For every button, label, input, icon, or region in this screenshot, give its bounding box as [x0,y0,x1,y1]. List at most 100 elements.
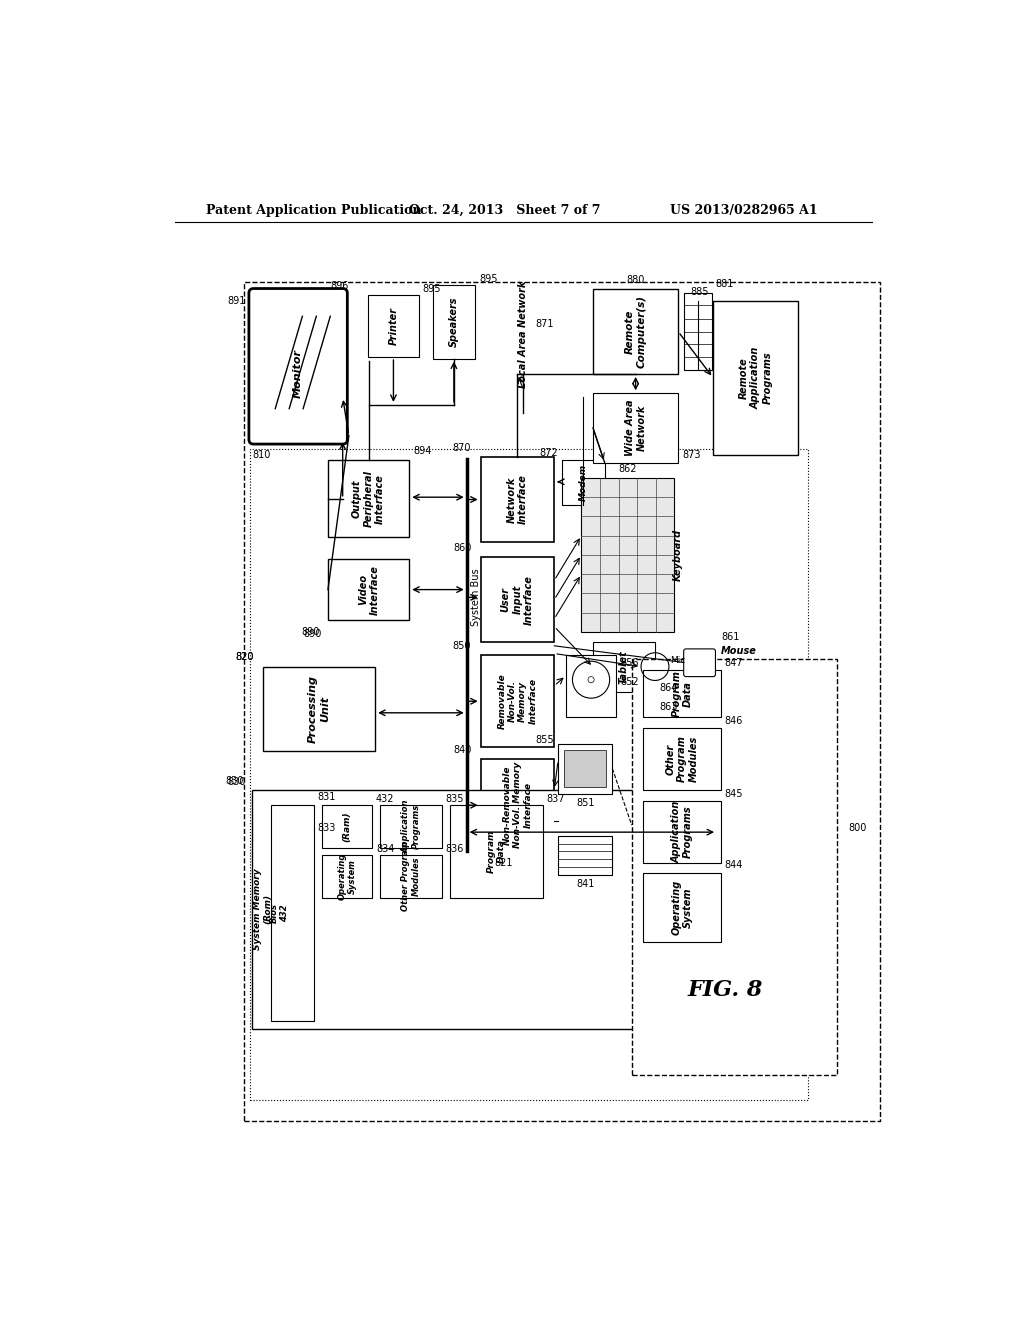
Text: FIG. 8: FIG. 8 [687,979,763,1001]
Bar [632,659,838,1074]
Bar [684,293,712,370]
Text: 840: 840 [453,744,471,755]
Bar [322,855,372,898]
Text: (Ram): (Ram) [342,810,351,842]
Bar [450,805,543,898]
Text: 852: 852 [621,677,639,686]
Text: 821: 821 [495,858,513,869]
Text: Operating
System: Operating System [337,853,356,900]
Text: Non-Removable
Non-Vol. Memory
Interface: Non-Removable Non-Vol. Memory Interface [503,762,532,849]
Text: 894: 894 [414,446,431,455]
Text: Program
Data: Program Data [672,671,693,717]
Text: 870: 870 [453,444,471,453]
Text: Application
Programs: Application Programs [672,801,693,863]
Text: Mic: Mic [671,656,686,665]
Text: 836: 836 [445,843,464,854]
Bar [480,557,554,642]
Bar [564,750,606,788]
Text: 895: 895 [423,284,441,294]
Text: Tablet: Tablet [618,651,629,684]
Text: US 2013/0282965 A1: US 2013/0282965 A1 [671,205,818,218]
Bar [245,281,880,1121]
Text: 891: 891 [227,296,246,306]
Text: 881: 881 [716,279,734,289]
Text: 896: 896 [331,281,349,292]
Bar [593,393,678,462]
Text: 873: 873 [682,450,700,459]
Bar [593,642,655,692]
Text: 846: 846 [725,715,743,726]
Text: Program
Data: Program Data [486,830,506,873]
Text: Modem: Modem [579,465,588,502]
Text: 851: 851 [575,797,595,808]
Text: 837: 837 [547,795,565,804]
Text: System Bus: System Bus [471,569,481,626]
Text: 850: 850 [453,640,471,651]
Text: Other
Program
Modules: Other Program Modules [666,735,698,783]
Text: Removable
Non-Vol.
Memory
Interface: Removable Non-Vol. Memory Interface [498,673,538,729]
Bar [328,461,410,537]
Text: 810: 810 [252,450,270,459]
Text: 871: 871 [535,319,553,329]
FancyBboxPatch shape [684,649,716,677]
Text: 855: 855 [536,735,554,744]
Bar [643,873,721,942]
Bar [322,805,372,847]
Text: Remote
Computer(s): Remote Computer(s) [625,296,646,368]
Bar [252,789,717,1028]
FancyBboxPatch shape [249,289,347,444]
Bar [263,667,375,751]
Bar [380,855,442,898]
Text: Local Area Network: Local Area Network [518,280,528,388]
Bar [328,558,410,620]
Bar [582,478,675,632]
Bar [643,671,721,717]
Bar [432,285,475,359]
Text: 800: 800 [849,824,867,833]
Bar [380,805,442,847]
Bar [558,836,612,875]
Text: 856: 856 [621,657,639,668]
Text: 880: 880 [627,275,645,285]
Text: Output
Peripheral
Interface: Output Peripheral Interface [352,470,385,527]
Text: System Memory
(Rom): System Memory (Rom) [253,869,272,950]
Text: Oct. 24, 2013   Sheet 7 of 7: Oct. 24, 2013 Sheet 7 of 7 [410,205,601,218]
Text: 820: 820 [236,652,254,663]
Text: 864: 864 [658,684,677,693]
Text: Monitor: Monitor [293,350,303,399]
Bar [480,759,554,851]
Text: Printer: Printer [388,308,398,346]
Text: 872: 872 [540,447,558,458]
Text: 841: 841 [577,879,595,888]
Bar [480,655,554,747]
Text: Wide Area
Network: Wide Area Network [625,400,646,457]
Bar [593,289,678,374]
Text: Processing
Unit: Processing Unit [308,675,330,743]
Text: 820: 820 [236,652,254,663]
Text: 860: 860 [453,543,471,553]
Text: Network
Interface: Network Interface [507,475,528,524]
Text: 830: 830 [227,777,246,787]
Text: 862: 862 [618,463,637,474]
Text: 847: 847 [725,657,743,668]
Bar [480,457,554,543]
Bar [566,655,616,717]
Text: Bios
432: Bios 432 [269,903,289,923]
Text: 831: 831 [317,792,336,803]
Text: 890: 890 [303,630,322,639]
Text: 834: 834 [376,843,394,854]
Text: User
Input
Interface: User Input Interface [501,574,535,624]
Bar [713,301,799,455]
Text: 885: 885 [691,286,710,297]
Bar [562,461,604,506]
Text: 833: 833 [317,824,336,833]
Text: 830: 830 [226,776,245,785]
Text: Operating
System: Operating System [672,880,693,936]
Bar [271,805,314,1020]
Text: Mouse: Mouse [721,647,757,656]
Text: Remote
Application
Programs: Remote Application Programs [739,347,772,409]
Text: Patent Application Publication: Patent Application Publication [206,205,421,218]
Bar [558,743,612,793]
Bar [251,449,809,1100]
Text: Keyboard: Keyboard [673,529,683,581]
